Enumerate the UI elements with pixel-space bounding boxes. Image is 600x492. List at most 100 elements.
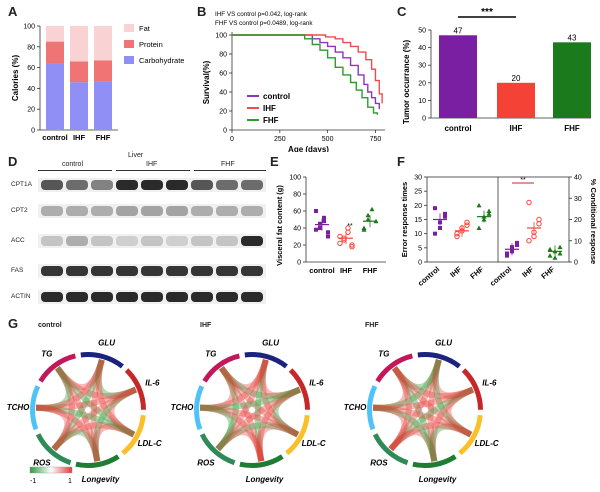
data-point (433, 206, 437, 211)
chord-link (429, 423, 473, 462)
sector-label: IL-6 (309, 378, 324, 387)
sector-label: GLU (98, 339, 115, 348)
chord-link (388, 422, 473, 452)
bar-value-label: 43 (568, 33, 577, 42)
chord-sector (202, 353, 240, 383)
blot-band (216, 266, 238, 276)
data-point (345, 229, 351, 235)
sector-label: IL-6 (482, 378, 497, 387)
blot-row (38, 178, 266, 192)
chord-title-control: control (38, 322, 62, 329)
x-tick-label: FHF (539, 264, 556, 281)
chord-link (219, 366, 265, 462)
blot-row-label: CPT1A (11, 181, 32, 188)
blot-band (241, 266, 263, 276)
y-tick-label: 0 (418, 260, 422, 267)
blot-band (66, 206, 88, 216)
y-tick-label: 0 (422, 116, 426, 123)
blot-band (216, 292, 238, 302)
y-tick-label: 60 (293, 209, 301, 216)
blot-band (191, 292, 213, 302)
data-point (361, 227, 367, 232)
y-axis-label: Survival(%) (202, 60, 211, 104)
bar (497, 82, 535, 118)
data-point (314, 227, 318, 232)
chord-link (427, 359, 442, 462)
chord-link (429, 386, 475, 462)
blot-band (166, 236, 188, 246)
blot-row-label: CPT2 (11, 207, 28, 214)
data-point (365, 217, 371, 222)
x-tick-label: control (488, 265, 513, 288)
y-tick-label: 25 (414, 189, 422, 196)
data-point (486, 208, 492, 213)
legend-label: control (263, 92, 290, 101)
x-tick-label: 250 (274, 136, 286, 143)
y-tick-label: 20 (219, 109, 227, 116)
blot-group-line-fhf (194, 170, 266, 171)
y-tick-label: 20 (293, 243, 301, 250)
data-point (486, 211, 492, 216)
colorbar (29, 466, 73, 474)
y-tick-label: 100 (23, 24, 35, 31)
data-point (547, 253, 553, 258)
stacked-bar-segment (46, 41, 64, 64)
chord-link (372, 386, 474, 411)
chord-link (35, 359, 105, 411)
chord-link (35, 404, 136, 438)
blot-row (38, 234, 266, 248)
chord-link (256, 423, 300, 462)
legend-label: FHF (263, 116, 279, 125)
blot-band (141, 180, 163, 190)
data-point (349, 244, 355, 250)
chord-sector (194, 385, 205, 431)
data-point (454, 233, 460, 240)
data-point (476, 225, 482, 230)
legend-label: IHF (263, 104, 276, 113)
chord-link (199, 404, 300, 438)
chord-link (199, 404, 235, 452)
data-point (322, 215, 326, 220)
x-tick-label: IHF (340, 266, 353, 275)
chord-link (219, 366, 301, 400)
bar (553, 42, 591, 118)
survival-curve (232, 34, 380, 110)
blot-band (116, 292, 138, 302)
chord-link (35, 366, 72, 411)
significance-label: *** (481, 7, 493, 18)
data-point (536, 216, 542, 223)
y-tick-label: 15 (414, 217, 422, 224)
chord-sector (75, 454, 120, 468)
colorbar-min: -1 (30, 478, 36, 485)
sector-label: TG (378, 349, 389, 358)
data-point (318, 226, 322, 230)
blot-band (41, 180, 63, 190)
sector-label: TG (205, 349, 216, 358)
chord-link (199, 359, 269, 411)
sector-label: Longevity (419, 475, 457, 484)
y-tick-label: 80 (293, 192, 301, 199)
blot-group-control: control (62, 161, 84, 168)
chord-sector (239, 454, 284, 468)
blot-band (66, 236, 88, 246)
chord-link (215, 366, 239, 452)
chord-link (92, 386, 138, 462)
data-point (349, 242, 355, 248)
x-tick-label: 0 (230, 136, 234, 143)
data-point (443, 211, 447, 216)
data-point (464, 222, 470, 228)
y-right-tick-label: 20 (574, 217, 582, 224)
blot-band (116, 236, 138, 246)
data-point (526, 199, 532, 206)
chord-link (392, 359, 442, 390)
legend-label: Carbohydrate (139, 56, 184, 65)
chord-link (90, 359, 105, 462)
y-tick-label: 100 (289, 175, 301, 182)
y-axis-label: Visceral fat content (g) (275, 185, 284, 266)
x-tick-label: control (309, 266, 334, 275)
chord-link (55, 359, 105, 390)
y-right-tick-label: 0 (574, 260, 578, 267)
chord-link (388, 359, 442, 452)
data-point (314, 209, 318, 213)
y-tick-label: 20 (418, 80, 426, 87)
